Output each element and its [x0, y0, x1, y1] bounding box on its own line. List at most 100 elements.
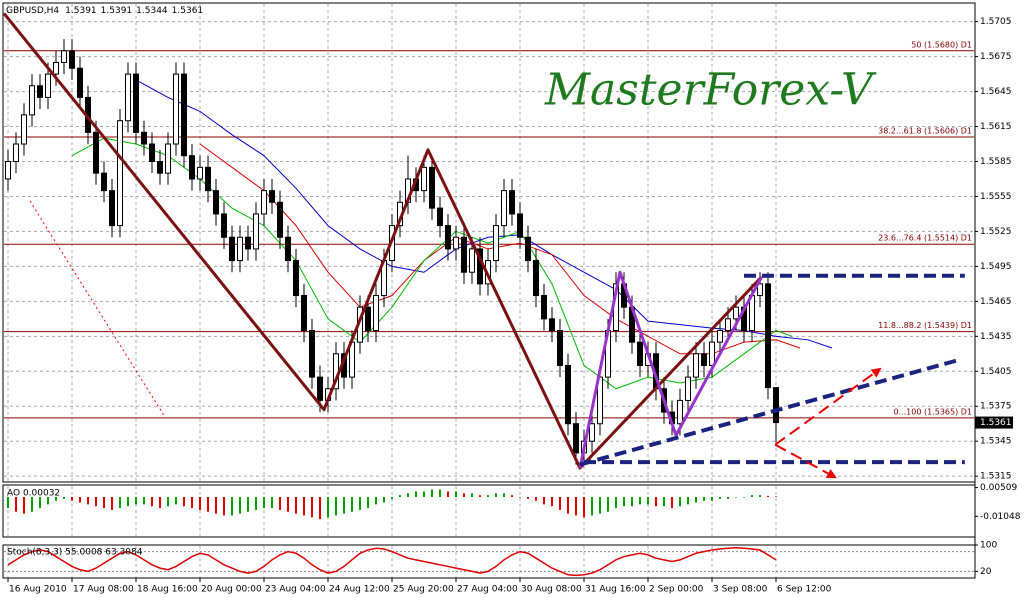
ao-bar [631, 496, 633, 507]
candle-body [245, 236, 251, 250]
ao-bar [511, 495, 513, 497]
ao-bar [15, 496, 17, 512]
candle-body [149, 143, 155, 163]
ao-bar [703, 496, 705, 501]
chart-header: GBPUSD,H4 1.5391 1.5391 1.5344 1.5361 [6, 6, 203, 16]
ao-bar [175, 496, 177, 505]
candle-body [493, 225, 499, 262]
candle-body [373, 295, 379, 331]
ao-bar [687, 496, 689, 505]
ao-bar [487, 495, 489, 497]
ao-bar [119, 496, 121, 509]
y-tick-label: 1.5315 [980, 472, 1012, 482]
ao-bar [63, 496, 65, 499]
high-value: 1.5391 [101, 6, 133, 16]
ao-bar [159, 496, 161, 509]
ao-bar [151, 496, 153, 507]
drawing-line [578, 270, 763, 469]
ao-bar [399, 495, 401, 497]
ao-bar [375, 496, 377, 505]
ao-bar [207, 496, 209, 512]
ao-bar [71, 496, 73, 501]
y-tick-label: 0.00509 [980, 483, 1017, 493]
drawing-line [29, 200, 166, 417]
ao-bar [391, 496, 393, 499]
y-tick-label: 1.5645 [980, 87, 1012, 97]
candle-body [253, 213, 259, 250]
y-tick-label: 1.5585 [980, 157, 1012, 167]
candle-body [181, 73, 187, 157]
y-tick-label: 1.5495 [980, 262, 1012, 272]
candle-body [533, 260, 539, 297]
candle-body [429, 166, 435, 209]
y-tick-label: 1.5465 [980, 297, 1012, 307]
ao-bar [39, 496, 41, 509]
ao-bar [127, 496, 129, 507]
ao-bar [599, 496, 601, 514]
candle-body [61, 50, 67, 63]
ao-bar [143, 496, 145, 505]
level-label: 38.2...61.8 (1.5606) D1 [878, 127, 972, 136]
drawing-line [2, 12, 763, 470]
candle-body [685, 376, 691, 401]
ao-bar [271, 496, 273, 509]
ao-bar [95, 496, 97, 507]
y-tick-label: 1.5705 [980, 17, 1012, 27]
ao-bar [671, 496, 673, 509]
candle-body [229, 236, 235, 262]
ao-bar [23, 496, 25, 514]
candle-body [269, 190, 275, 203]
candle-body [677, 399, 683, 425]
ao-bar [87, 496, 89, 505]
candle-body [53, 61, 59, 75]
candle-body [293, 260, 299, 297]
candle-body [501, 190, 507, 227]
ao-bar [735, 496, 737, 498]
candle-body [445, 225, 451, 250]
candle-body [197, 166, 203, 180]
ao-bar [335, 496, 337, 516]
ao-bar [111, 496, 113, 510]
ao-bar [351, 496, 353, 512]
candle-body [717, 329, 723, 343]
ao-bar [255, 496, 257, 510]
candle-body [237, 236, 243, 262]
ao-bar [615, 496, 617, 509]
ao-bar [415, 491, 417, 497]
candle-body [109, 190, 115, 227]
ao-bar [655, 496, 657, 507]
level-label: 0...100 (1.5365) D1 [893, 407, 972, 416]
level-label: 11.8...88.2 (1.5439) D1 [878, 321, 972, 330]
ao-bar [639, 496, 641, 505]
candle-body [773, 387, 779, 424]
ao-bar [543, 496, 545, 505]
candle-body [453, 236, 459, 250]
ao-bar [367, 496, 369, 509]
close-value: 1.5361 [172, 6, 204, 16]
x-tick-label: 31 Aug 16:00 [585, 585, 646, 595]
x-tick-label: 6 Sep 12:00 [777, 585, 832, 595]
candle-body [573, 423, 579, 454]
candle-body [165, 143, 171, 174]
ao-bar [727, 496, 729, 499]
ao-bar [183, 496, 185, 507]
ao-bar [695, 496, 697, 503]
panel-title: Stoch(8,3,3) 55.0008 63.3084 [7, 548, 143, 558]
y-tick-label: 1.5435 [980, 332, 1012, 342]
y-tick-label: 1.5375 [980, 402, 1012, 412]
candle-body [157, 161, 163, 174]
ao-bar [751, 495, 753, 497]
stoch-line [7, 546, 777, 577]
x-tick-label: 2 Sep 00:00 [649, 585, 704, 595]
ao-bar [311, 496, 313, 518]
level-label: 23.6...76.4 (1.5514) D1 [878, 234, 972, 243]
ao-bar [519, 496, 521, 498]
ao-bar [215, 496, 217, 514]
ao-bar [439, 489, 441, 497]
candle-body [309, 329, 315, 378]
candle-body [125, 73, 131, 122]
panel-title: AO 0.00032 [7, 489, 60, 499]
candle-body [589, 423, 595, 442]
y-tick-label: -0.01048 [980, 512, 1021, 522]
